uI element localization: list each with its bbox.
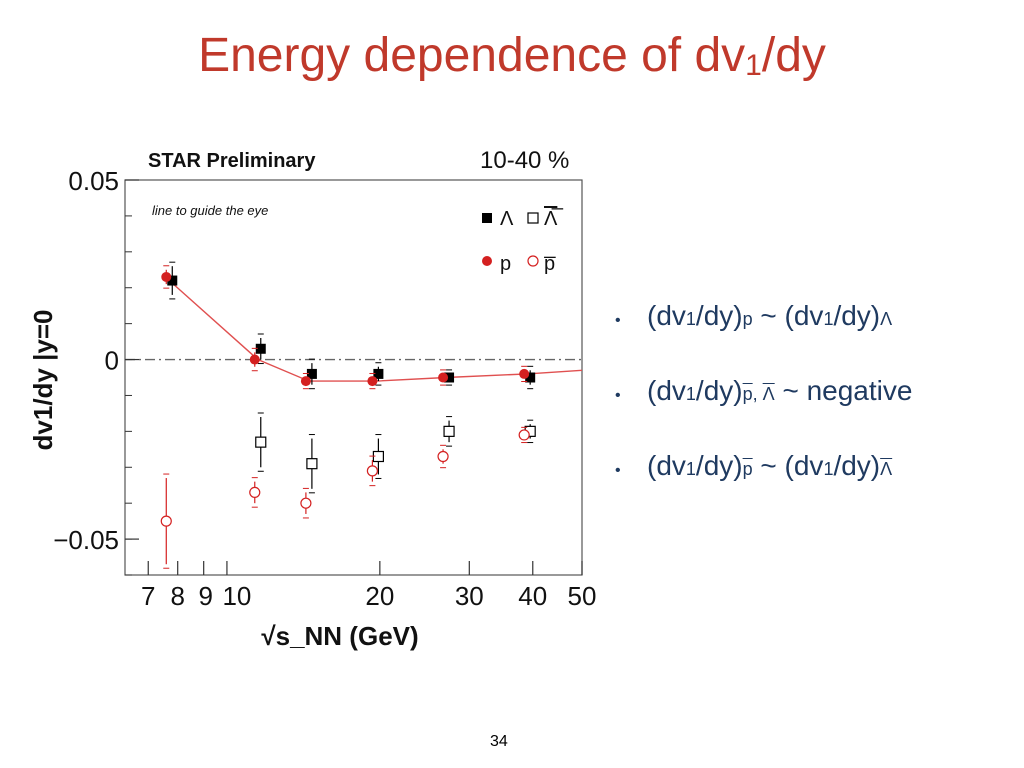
guide-annotation: line to guide the eye <box>152 203 268 218</box>
antiproton-point <box>437 450 449 463</box>
chart-title: STAR Preliminary <box>148 150 316 172</box>
x-tick-label: 40 <box>518 581 547 611</box>
centrality-label: 10-40 % <box>480 147 569 174</box>
lambda-point <box>306 368 317 379</box>
legend-lambda-bar-marker <box>527 212 539 224</box>
antiproton-point <box>249 486 261 499</box>
antiproton-point <box>300 497 312 509</box>
antiproton-point <box>366 465 378 477</box>
x-tick-label: 50 <box>568 581 597 611</box>
legend-pbar-marker <box>527 255 539 267</box>
lambda-point <box>167 275 178 286</box>
proton-point <box>438 372 449 383</box>
proton-point <box>161 271 172 282</box>
x-tick-label: 10 <box>222 581 251 611</box>
legend-lambda-label: Λ <box>500 208 514 230</box>
y-tick-label: 0.05 <box>68 166 119 196</box>
bullet-dot-icon: • <box>615 387 621 404</box>
x-tick-label: 7 <box>141 581 155 611</box>
y-tick-label: −0.05 <box>53 525 119 555</box>
antiproton-point <box>160 515 172 527</box>
x-tick-label: 20 <box>365 581 394 611</box>
lambda-bar-point <box>306 458 318 470</box>
lambda-bar-point <box>443 425 455 437</box>
page-number: 34 <box>490 733 508 750</box>
lambda-point <box>525 372 536 383</box>
bullet-dot-icon: • <box>615 312 621 329</box>
lambda-point <box>255 343 266 354</box>
proton-point <box>249 354 260 365</box>
legend-p-marker <box>482 256 492 266</box>
bullet-2: • (dv1/dy)p, Λ ~ negative <box>615 375 913 406</box>
x-axis-label: √s_NN (GeV) <box>261 621 418 651</box>
bullet-dot-icon: • <box>615 462 621 479</box>
proton-point <box>519 368 530 379</box>
slide-title: Energy dependence of dv1/dy <box>198 29 826 82</box>
lambda-point <box>373 368 384 379</box>
bullet-list: • (dv1/dy)p ~ (dv1/dy)Λ • (dv1/dy)p, Λ ~… <box>615 300 1015 525</box>
plot-frame <box>124 179 583 576</box>
lambda-bar-point <box>255 436 267 448</box>
x-tick-label: 9 <box>198 581 212 611</box>
proton-point <box>367 376 378 387</box>
guide-line <box>168 279 583 382</box>
proton-point <box>300 376 311 387</box>
legend-p-label: p <box>500 253 511 275</box>
legend-lambda-marker <box>482 213 492 223</box>
bullet-3: • (dv1/dy)p ~ (dv1/dy)Λ <box>615 450 893 481</box>
y-axis-label: dv1/dy |y=0 <box>28 310 58 451</box>
antiproton-point <box>518 429 530 441</box>
y-tick-label: 0 <box>105 346 119 376</box>
lambda-point <box>444 372 455 383</box>
dv1-dy-chart: 0.05 0 −0.05 7 8 9 10 20 30 40 50 STAR Preliminary 1… <box>28 147 597 651</box>
x-tick-label: 8 <box>170 581 184 611</box>
x-tick-label: 30 <box>455 581 484 611</box>
bullet-1: • (dv1/dy)p ~ (dv1/dy)Λ <box>615 300 893 331</box>
legend-pbar-label: p̅ <box>544 253 556 275</box>
legend-lambda-bar-label: Λ̅ <box>544 207 563 230</box>
